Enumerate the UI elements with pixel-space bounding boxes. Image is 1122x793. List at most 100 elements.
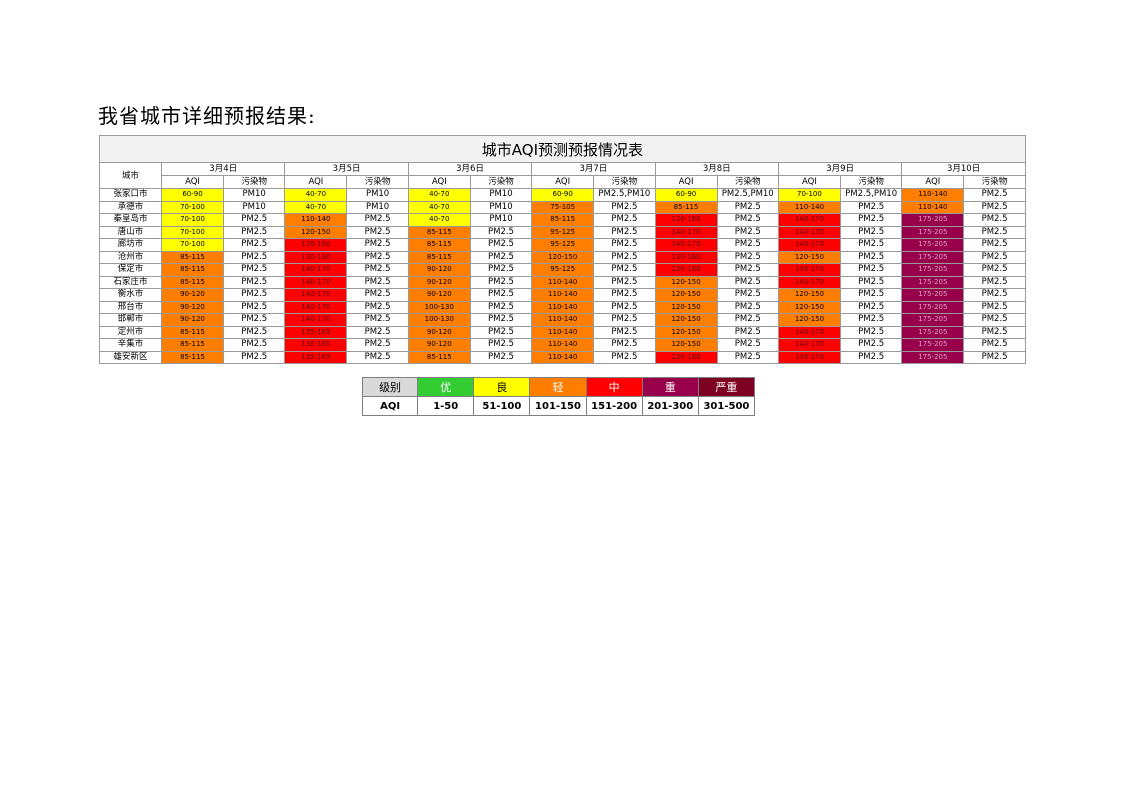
aqi-value: 60-90 (161, 188, 224, 202)
pollutant-value: PM2.5 (346, 288, 409, 302)
table-title: 城市AQI预测预报情况表 (99, 135, 1026, 163)
aqi-value: 130-160 (654, 250, 718, 264)
pollutant-value: PM2.5 (716, 288, 779, 302)
aqi-value: 120-150 (777, 250, 841, 264)
pollutant-value: PM2.5 (963, 250, 1026, 264)
aqi-value: 90-120 (407, 325, 471, 339)
date-header: 3月4日 (160, 162, 286, 176)
city-name: 衡水市 (99, 288, 162, 302)
aqi-value: 130-160 (654, 213, 718, 227)
aqi-value: 175-205 (901, 263, 965, 277)
pollutant-value: PM2.5 (593, 325, 656, 339)
date-header: 3月9日 (777, 162, 903, 176)
date-header: 3月6日 (407, 162, 533, 176)
pollutant-value: PM10 (222, 188, 286, 202)
pollutant-value: PM2.5 (839, 288, 903, 302)
pollutant-value: PM2.5 (346, 313, 409, 327)
aqi-value: 110-140 (531, 288, 595, 302)
aqi-value: 120-150 (654, 300, 718, 314)
aqi-value: 130-160 (654, 263, 718, 277)
aqi-level-legend: 级别优良轻中重严重 AQI 1-50 51-100 101-150 151-200 201-… (361, 377, 756, 416)
aqi-value: 140-170 (654, 225, 718, 239)
pollutant-value: PM2.5 (839, 213, 903, 227)
table-row: 邯郸市 90-120 PM2.5 140-170 PM2.5 100-130 PM2.5 11… (99, 313, 1026, 327)
aqi-value: 175-205 (901, 238, 965, 252)
pollutant-value: PM2.5 (346, 350, 409, 364)
table-row: 辛集市 85-115 PM2.5 135-165 PM2.5 90-120 PM2.5 110… (99, 338, 1026, 352)
aqi-subheader: AQI (654, 175, 718, 189)
pollutant-value: PM2.5 (839, 263, 903, 277)
aqi-value: 135-165 (284, 350, 348, 364)
pollutant-value: PM2.5 (839, 225, 903, 239)
aqi-value: 90-120 (161, 288, 224, 302)
aqi-value: 140-170 (777, 325, 841, 339)
aqi-value: 70-100 (777, 188, 841, 202)
city-name: 廊坊市 (99, 238, 162, 252)
pollutant-value: PM2.5 (716, 213, 779, 227)
pollutant-value: PM2.5 (963, 213, 1026, 227)
table-row: 定州市 85-115 PM2.5 135-165 PM2.5 90-120 PM2.5 110… (99, 325, 1026, 339)
pollutant-value: PM2.5 (222, 250, 286, 264)
city-name: 承德市 (99, 200, 162, 214)
aqi-value: 90-120 (161, 300, 224, 314)
pollutant-value: PM2.5 (469, 288, 533, 302)
aqi-value: 140-170 (777, 225, 841, 239)
aqi-value: 85-115 (161, 275, 224, 289)
pollutant-value: PM2.5 (963, 225, 1026, 239)
city-name: 沧州市 (99, 250, 162, 264)
city-name: 邯郸市 (99, 313, 162, 327)
pollutant-value: PM2.5 (716, 263, 779, 277)
pollutant-value: PM2.5 (469, 263, 533, 277)
table-row: 唐山市 70-100 PM2.5 120-150 PM2.5 85-115 PM2.5 95-… (99, 225, 1026, 239)
pollutant-subheader: 污染物 (469, 175, 533, 189)
city-name: 辛集市 (99, 338, 162, 352)
aqi-value: 135-165 (284, 338, 348, 352)
aqi-value: 110-140 (777, 200, 841, 214)
legend-level-swatch: 中 (585, 377, 643, 397)
pollutant-value: PM2.5 (963, 313, 1026, 327)
aqi-value: 85-115 (161, 338, 224, 352)
aqi-value: 140-170 (777, 238, 841, 252)
date-header: 3月5日 (284, 162, 409, 176)
pollutant-value: PM2.5,PM10 (839, 188, 903, 202)
table-row: 雄安新区 85-115 PM2.5 135-165 PM2.5 85-115 PM2.5 11… (99, 350, 1026, 364)
pollutant-value: PM2.5 (593, 225, 656, 239)
aqi-subheader: AQI (901, 175, 965, 189)
pollutant-subheader: 污染物 (963, 175, 1026, 189)
pollutant-value: PM2.5 (716, 250, 779, 264)
pollutant-value: PM2.5 (963, 275, 1026, 289)
aqi-value: 95-125 (531, 225, 595, 239)
aqi-value: 40-70 (284, 188, 348, 202)
legend-aqi-range: 151-200 (585, 396, 643, 416)
pollutant-subheader: 污染物 (716, 175, 779, 189)
legend-aqi-range: 201-300 (641, 396, 699, 416)
pollutant-value: PM10 (469, 213, 533, 227)
pollutant-value: PM2.5 (963, 338, 1026, 352)
table-row: 承德市 70-100 PM10 40-70 PM10 40-70 PM10 75-105 PM2… (99, 200, 1026, 214)
aqi-value: 175-205 (901, 300, 965, 314)
pollutant-value: PM2.5 (346, 338, 409, 352)
pollutant-value: PM2.5 (346, 225, 409, 239)
aqi-value: 120-150 (531, 250, 595, 264)
aqi-value: 85-115 (161, 325, 224, 339)
aqi-value: 175-205 (901, 288, 965, 302)
pollutant-value: PM2.5 (716, 338, 779, 352)
pollutant-value: PM2.5 (222, 225, 286, 239)
pollutant-value: PM2.5 (346, 238, 409, 252)
aqi-value: 175-205 (901, 213, 965, 227)
aqi-value: 85-115 (654, 200, 718, 214)
pollutant-value: PM2.5 (593, 313, 656, 327)
pollutant-value: PM2.5 (716, 350, 779, 364)
pollutant-value: PM2.5 (716, 313, 779, 327)
table-row: 邢台市 90-120 PM2.5 140-170 PM2.5 100-130 PM2.5 11… (99, 300, 1026, 314)
aqi-value: 120-150 (777, 300, 841, 314)
pollutant-value: PM2.5 (346, 300, 409, 314)
table-row: 秦皇岛市 70-100 PM2.5 110-140 PM2.5 40-70 PM10 85-1… (99, 213, 1026, 227)
aqi-value: 85-115 (407, 350, 471, 364)
aqi-value: 85-115 (407, 238, 471, 252)
pollutant-value: PM2.5 (469, 338, 533, 352)
pollutant-value: PM2.5 (593, 338, 656, 352)
legend-aqi-label: AQI (361, 396, 419, 416)
pollutant-value: PM2.5 (963, 300, 1026, 314)
pollutant-value: PM2.5 (839, 275, 903, 289)
